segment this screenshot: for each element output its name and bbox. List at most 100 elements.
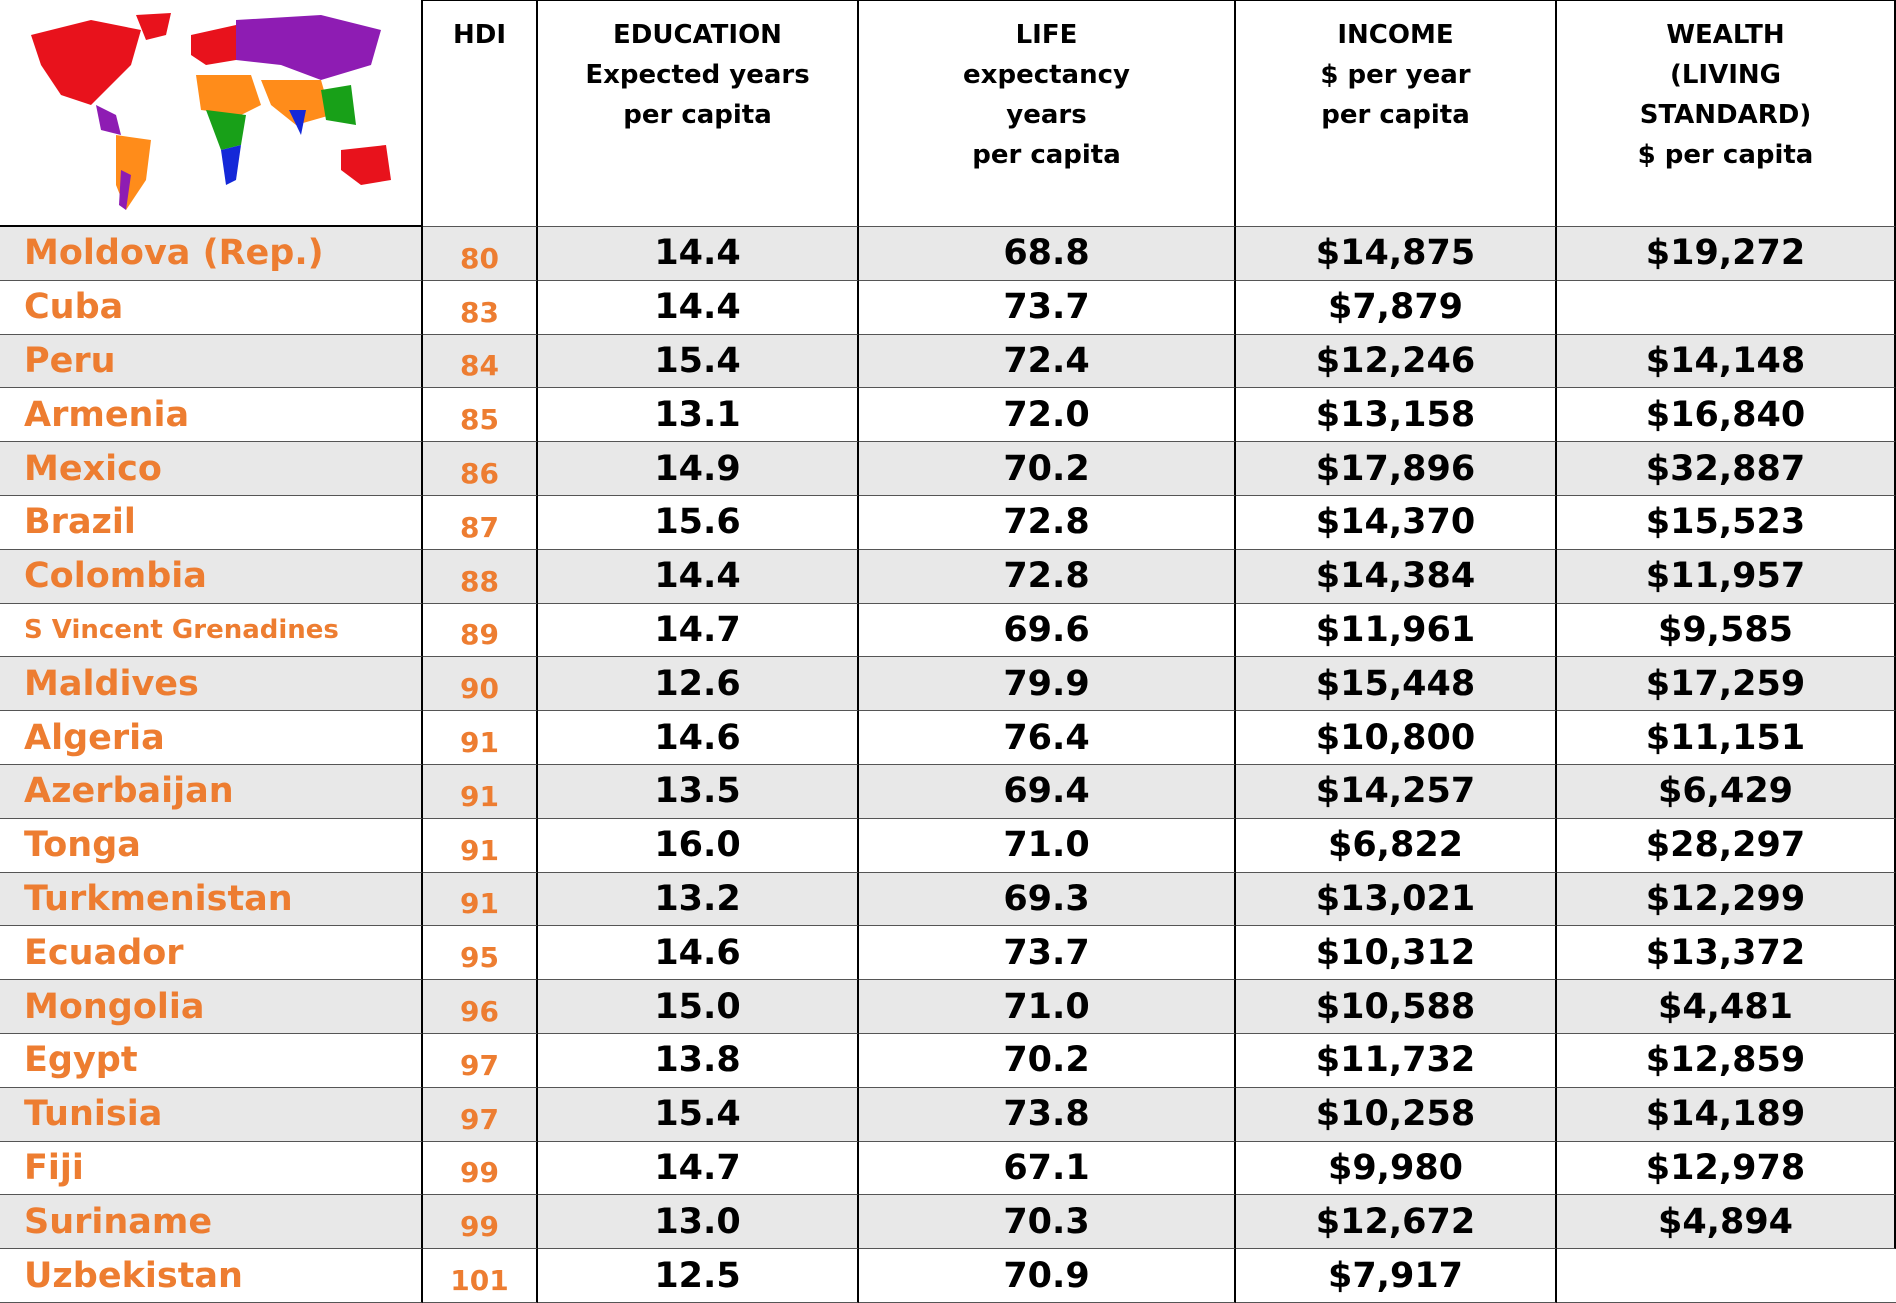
hdi-cell: 91: [423, 711, 538, 765]
income-cell: $7,879: [1236, 280, 1557, 335]
income-cell: $15,448: [1236, 657, 1557, 712]
header-line: LIFE: [1015, 20, 1078, 50]
income-cell: $14,875: [1236, 227, 1557, 281]
hdi-cell: 95: [423, 926, 538, 981]
country-cell: Maldives: [0, 657, 423, 712]
wealth-cell: $11,957: [1557, 549, 1896, 604]
education-cell: 13.5: [538, 764, 859, 819]
hdi-cell: 97: [423, 1087, 538, 1142]
country-cell: S Vincent Grenadines: [0, 603, 423, 658]
header-line: (LIVING: [1669, 60, 1782, 90]
header-cell: WEALTH (LIVING STANDARD) $ per capita: [1557, 0, 1896, 227]
life-expectancy-cell: 73.8: [859, 1087, 1236, 1142]
education-cell: 14.6: [538, 711, 859, 765]
country-cell: Mongolia: [0, 980, 423, 1034]
education-cell: 15.6: [538, 495, 859, 550]
education-cell: 14.4: [538, 227, 859, 281]
education-cell: 15.4: [538, 1087, 859, 1142]
hdi-cell: 97: [423, 1033, 538, 1088]
header-line: $ per capita: [1637, 140, 1814, 170]
life-expectancy-cell: 76.4: [859, 711, 1236, 765]
life-expectancy-cell: 70.2: [859, 442, 1236, 496]
income-cell: $9,980: [1236, 1141, 1557, 1196]
header-line: HDI: [452, 20, 506, 50]
income-cell: $17,896: [1236, 442, 1557, 496]
hdi-cell: 99: [423, 1141, 538, 1196]
life-expectancy-cell: 67.1: [859, 1141, 1236, 1196]
life-expectancy-cell: 70.9: [859, 1249, 1236, 1303]
header-cell: LIFE expectancy years per capita: [859, 0, 1236, 227]
hdi-cell: 89: [423, 603, 538, 658]
education-cell: 13.2: [538, 872, 859, 927]
income-cell: $14,370: [1236, 495, 1557, 550]
country-cell: Cuba: [0, 280, 423, 335]
education-cell: 12.6: [538, 657, 859, 712]
hdi-cell: 91: [423, 872, 538, 927]
education-cell: 14.7: [538, 1141, 859, 1196]
header-line: per capita: [972, 140, 1121, 170]
country-cell: Moldova (Rep.): [0, 227, 423, 281]
header-line: per capita: [623, 100, 772, 130]
education-cell: 14.9: [538, 442, 859, 496]
wealth-cell: $17,259: [1557, 657, 1896, 712]
country-cell: Peru: [0, 334, 423, 389]
income-cell: $10,312: [1236, 926, 1557, 981]
hdi-cell: 99: [423, 1195, 538, 1250]
country-cell: Egypt: [0, 1033, 423, 1088]
hdi-cell: 83: [423, 280, 538, 335]
header-line: years: [1006, 100, 1087, 130]
education-cell: 15.0: [538, 980, 859, 1034]
education-cell: 12.5: [538, 1249, 859, 1303]
hdi-cell: 88: [423, 549, 538, 604]
education-cell: 13.0: [538, 1195, 859, 1250]
country-cell: Tonga: [0, 818, 423, 873]
hdi-cell: 86: [423, 442, 538, 496]
income-cell: $7,917: [1236, 1249, 1557, 1303]
life-expectancy-cell: 72.8: [859, 495, 1236, 550]
wealth-cell: $9,585: [1557, 603, 1896, 658]
header-line: EDUCATION: [613, 20, 782, 50]
wealth-cell: $19,272: [1557, 227, 1896, 281]
wealth-cell: $12,978: [1557, 1141, 1896, 1196]
life-expectancy-cell: 69.6: [859, 603, 1236, 658]
life-expectancy-cell: 79.9: [859, 657, 1236, 712]
header-cell: HDI: [423, 0, 538, 227]
hdi-cell: 91: [423, 818, 538, 873]
income-cell: $14,257: [1236, 764, 1557, 819]
education-cell: 14.7: [538, 603, 859, 658]
life-expectancy-cell: 71.0: [859, 980, 1236, 1034]
wealth-cell: $11,151: [1557, 711, 1896, 765]
life-expectancy-cell: 68.8: [859, 227, 1236, 281]
education-cell: 14.4: [538, 280, 859, 335]
hdi-cell: 90: [423, 657, 538, 712]
wealth-cell: [1557, 280, 1896, 335]
wealth-cell: $12,859: [1557, 1033, 1896, 1088]
life-expectancy-cell: 72.0: [859, 388, 1236, 443]
country-cell: Uzbekistan: [0, 1249, 423, 1303]
wealth-cell: $14,189: [1557, 1087, 1896, 1142]
income-cell: $10,588: [1236, 980, 1557, 1034]
wealth-cell: $16,840: [1557, 388, 1896, 443]
life-expectancy-cell: 70.3: [859, 1195, 1236, 1250]
country-cell: Fiji: [0, 1141, 423, 1196]
hdi-cell: 96: [423, 980, 538, 1034]
country-cell: Armenia: [0, 388, 423, 443]
country-cell: Ecuador: [0, 926, 423, 981]
wealth-cell: $28,297: [1557, 818, 1896, 873]
wealth-cell: $4,481: [1557, 980, 1896, 1034]
world-map: [30, 13, 391, 210]
life-expectancy-cell: 73.7: [859, 280, 1236, 335]
wealth-cell: [1557, 1249, 1896, 1303]
income-cell: $11,961: [1236, 603, 1557, 658]
country-cell: Mexico: [0, 442, 423, 496]
education-cell: 14.4: [538, 549, 859, 604]
hdi-cell: 87: [423, 495, 538, 550]
education-cell: 15.4: [538, 334, 859, 389]
wealth-cell: $6,429: [1557, 764, 1896, 819]
income-cell: $13,021: [1236, 872, 1557, 927]
country-cell: Brazil: [0, 495, 423, 550]
life-expectancy-cell: 69.3: [859, 872, 1236, 927]
country-cell: Colombia: [0, 549, 423, 604]
education-cell: 13.8: [538, 1033, 859, 1088]
